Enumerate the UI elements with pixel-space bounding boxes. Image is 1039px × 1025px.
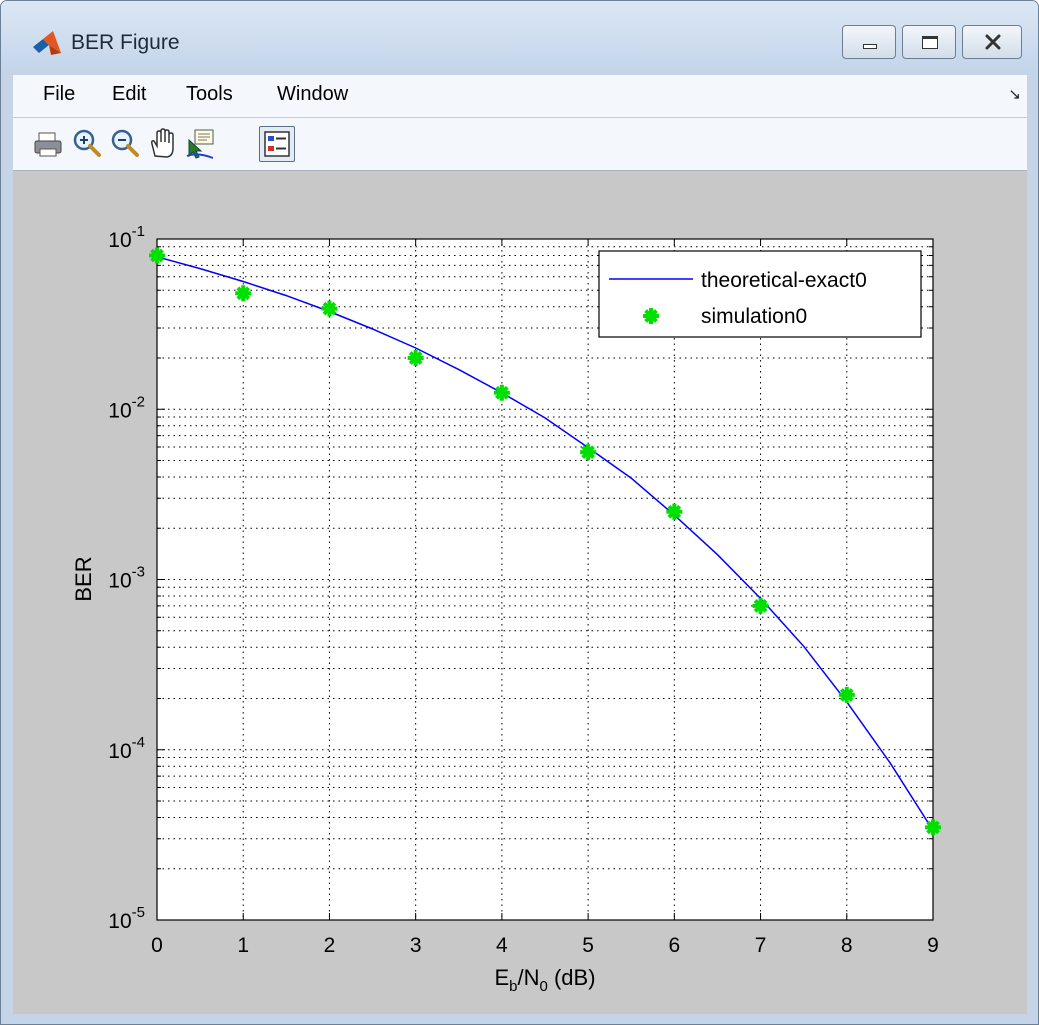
minimize-button[interactable] — [842, 25, 896, 59]
menu-bar: File Edit Tools Window ↘ — [13, 75, 1027, 118]
pan-icon[interactable] — [145, 126, 181, 162]
data-point-simulation — [407, 349, 424, 366]
x-tick-label: 4 — [496, 934, 508, 957]
data-point-simulation — [925, 819, 941, 836]
data-point-simulation — [752, 597, 769, 614]
close-button[interactable] — [962, 25, 1022, 59]
x-tick-label: 5 — [582, 934, 594, 957]
x-tick-label: 3 — [410, 934, 422, 957]
maximize-button[interactable] — [902, 25, 956, 59]
series-line-theoretical — [156, 256, 934, 831]
legend: theoretical-exact0 simulation0 — [598, 250, 922, 338]
minimize-icon — [863, 44, 877, 49]
menu-edit[interactable]: Edit — [112, 83, 147, 105]
data-point-simulation — [838, 686, 855, 703]
data-point-simulation — [235, 285, 252, 302]
menu-window[interactable]: Window — [277, 83, 349, 105]
ber-chart: 0 1 2 3 4 5 6 7 8 9 10-1 10-2 10-3 10-4 10-5 BER Eb/N0… — [71, 223, 941, 995]
x-tick-label: 9 — [927, 934, 939, 957]
maximize-icon — [922, 36, 938, 49]
data-point-simulation — [666, 503, 683, 520]
menu-tools[interactable]: Tools — [186, 83, 233, 105]
window-title: BER Figure — [71, 31, 180, 54]
plot-area — [157, 239, 933, 920]
x-tick-label: 7 — [755, 934, 767, 957]
y-tick-label: 10-1 — [108, 223, 145, 252]
zoom-out-icon[interactable] — [107, 126, 143, 162]
legend-marker-simulation — [643, 308, 659, 324]
title-bar[interactable]: BER Figure — [1, 1, 1038, 75]
x-tick-label: 8 — [841, 934, 853, 957]
axis-ticks: 0 1 2 3 4 5 6 7 8 9 10-1 10-2 10-3 10-4 10-5 — [108, 223, 939, 957]
y-axis-label: BER — [71, 556, 96, 601]
grid — [157, 239, 933, 920]
data-point-simulation — [321, 300, 338, 317]
y-tick-label: 10-2 — [108, 393, 145, 422]
dock-arrow-icon[interactable]: ↘ — [1008, 86, 1021, 103]
data-point-simulation — [580, 444, 597, 461]
figure-canvas: 0 1 2 3 4 5 6 7 8 9 10-1 10-2 10-3 10-4 10-5 BER Eb/N0… — [13, 171, 1027, 1014]
data-point-simulation — [493, 384, 510, 401]
x-axis-label: Eb/N0 (dB) — [494, 965, 595, 995]
x-tick-label: 6 — [668, 934, 680, 957]
series — [149, 247, 941, 836]
zoom-in-icon[interactable] — [69, 126, 105, 162]
x-tick-label: 1 — [237, 934, 249, 957]
close-icon — [985, 34, 1001, 50]
legend-label-theoretical: theoretical-exact0 — [701, 269, 867, 292]
y-tick-label: 10-5 — [108, 904, 145, 933]
legend-star — [643, 308, 659, 324]
legend-toggle-button[interactable] — [259, 126, 295, 162]
menu-file[interactable]: File — [43, 83, 76, 105]
matlab-logo-icon — [33, 31, 61, 55]
y-tick-label: 10-3 — [108, 564, 145, 593]
legend-label-simulation: simulation0 — [701, 305, 807, 328]
print-icon[interactable] — [31, 126, 67, 162]
legend-icon — [264, 131, 290, 157]
x-tick-label: 2 — [324, 934, 336, 957]
data-cursor-icon[interactable] — [183, 126, 219, 162]
x-tick-label: 0 — [151, 934, 163, 957]
toolbar — [13, 118, 1027, 171]
data-point-simulation — [149, 247, 165, 264]
y-tick-label: 10-4 — [108, 734, 145, 763]
